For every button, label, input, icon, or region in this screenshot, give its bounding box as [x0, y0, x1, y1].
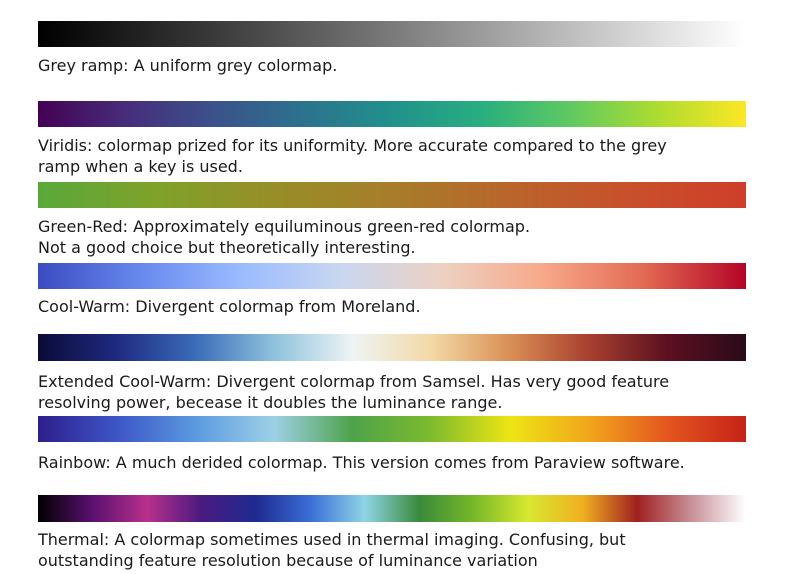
caption-line: Viridis: colormap prized for its uniform… — [38, 136, 667, 155]
caption-line: ramp when a key is used. — [38, 157, 243, 176]
extended-cool-warm-colormap-bar — [38, 334, 746, 361]
grey-caption: Grey ramp: A uniform grey colormap. — [38, 55, 337, 76]
caption-line: Rainbow: A much derided colormap. This v… — [38, 453, 685, 472]
rainbow-caption: Rainbow: A much derided colormap. This v… — [38, 452, 685, 473]
green-red-caption: Green-Red: Approximately equiluminous gr… — [38, 216, 530, 258]
caption-line: Cool-Warm: Divergent colormap from Morel… — [38, 297, 421, 316]
caption-line: resolving power, becease it doubles the … — [38, 393, 503, 412]
caption-line: outstanding feature resolution because o… — [38, 551, 538, 570]
caption-line: Extended Cool-Warm: Divergent colormap f… — [38, 372, 670, 391]
viridis-caption: Viridis: colormap prized for its uniform… — [38, 135, 667, 177]
rainbow-colormap-bar — [38, 416, 746, 442]
thermal-caption: Thermal: A colormap sometimes used in th… — [38, 529, 626, 571]
cool-warm-colormap-bar — [38, 263, 746, 289]
thermal-colormap-bar — [38, 495, 746, 522]
green-red-colormap-bar — [38, 182, 746, 208]
extended-cool-warm-caption: Extended Cool-Warm: Divergent colormap f… — [38, 371, 669, 413]
cool-warm-caption: Cool-Warm: Divergent colormap from Morel… — [38, 296, 421, 317]
grey-colormap-bar — [38, 21, 746, 47]
caption-line: Not a good choice but theoretically inte… — [38, 238, 416, 257]
viridis-colormap-bar — [38, 101, 746, 127]
caption-line: Grey ramp: A uniform grey colormap. — [38, 56, 338, 75]
caption-line: Thermal: A colormap sometimes used in th… — [38, 530, 626, 549]
caption-line: Green-Red: Approximately equiluminous gr… — [38, 217, 531, 236]
